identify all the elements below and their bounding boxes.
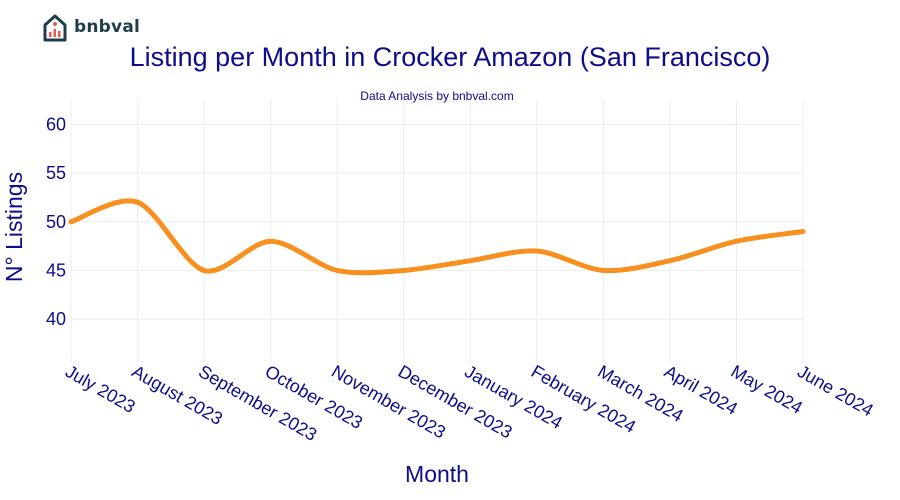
y-axis-title: N° Listings [1,172,27,282]
y-tick-label: 55 [46,163,66,183]
y-tick-label: 40 [46,309,66,329]
x-axis-title: Month [405,461,469,487]
x-tick-label: December 2023 [395,361,516,442]
x-tick-label: May 2024 [727,361,805,418]
x-tick-label: July 2023 [62,361,139,417]
grid-lines [70,100,804,363]
brand-logo: bnbval [42,12,140,42]
x-tick-label: September 2023 [195,361,320,445]
house-chart-icon [43,14,67,42]
y-axis-ticks: 40 45 50 55 60 [46,114,66,329]
series-line [68,198,806,276]
series-group [68,198,806,276]
chart-title: Listing per Month in Crocker Amazon (San… [129,42,771,72]
chart-subtitle: Data Analysis by bnbval.com [360,89,514,103]
y-tick-label: 60 [46,114,66,134]
brand-name: bnbval [74,17,141,37]
y-tick-label: 45 [46,260,66,280]
x-tick-label: November 2023 [328,361,449,442]
y-tick-label: 50 [46,212,66,232]
x-tick-label: June 2024 [794,361,877,420]
